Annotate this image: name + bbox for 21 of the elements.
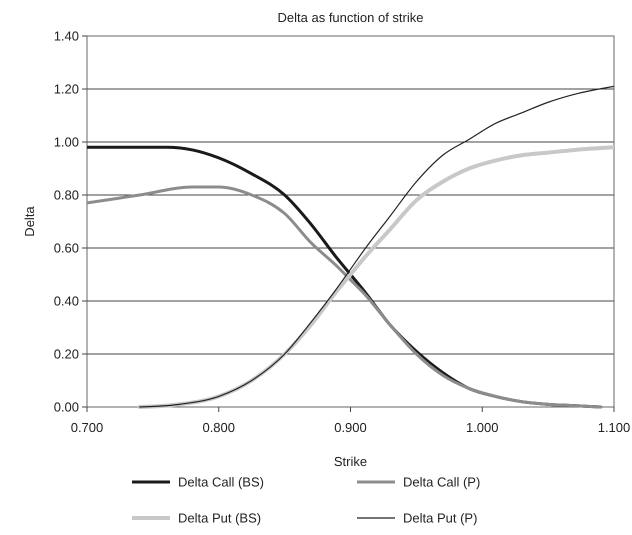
legend-label: Delta Call (BS)	[178, 474, 264, 490]
legend-label: Delta Put (BS)	[178, 510, 262, 526]
chart-title: Delta as function of strike	[278, 10, 424, 25]
y-tick-label: 1.20	[54, 82, 79, 97]
line-series	[87, 186, 602, 408]
y-tick-label: 0.00	[54, 400, 79, 415]
x-tick-label: 0.900	[334, 420, 367, 435]
y-tick-label: 0.80	[54, 188, 79, 203]
x-tick-label: 1.100	[598, 420, 630, 435]
legend-label: Delta Put (P)	[403, 510, 478, 526]
legend-label: Delta Call (P)	[403, 474, 480, 490]
y-tick-label: 0.40	[54, 294, 79, 309]
y-tick-label: 1.40	[54, 28, 79, 44]
x-tick-label: 0.700	[70, 420, 104, 435]
y-tick-label: 0.20	[54, 346, 79, 362]
y-axis-title: Delta	[22, 206, 37, 237]
x-tick-label: 0.800	[202, 420, 236, 435]
y-tick-label: 0.60	[54, 240, 79, 256]
y-tick-label: 1.00	[54, 134, 79, 150]
x-tick-label: 1.000	[466, 420, 499, 435]
x-axis-title: Strike	[334, 454, 368, 469]
